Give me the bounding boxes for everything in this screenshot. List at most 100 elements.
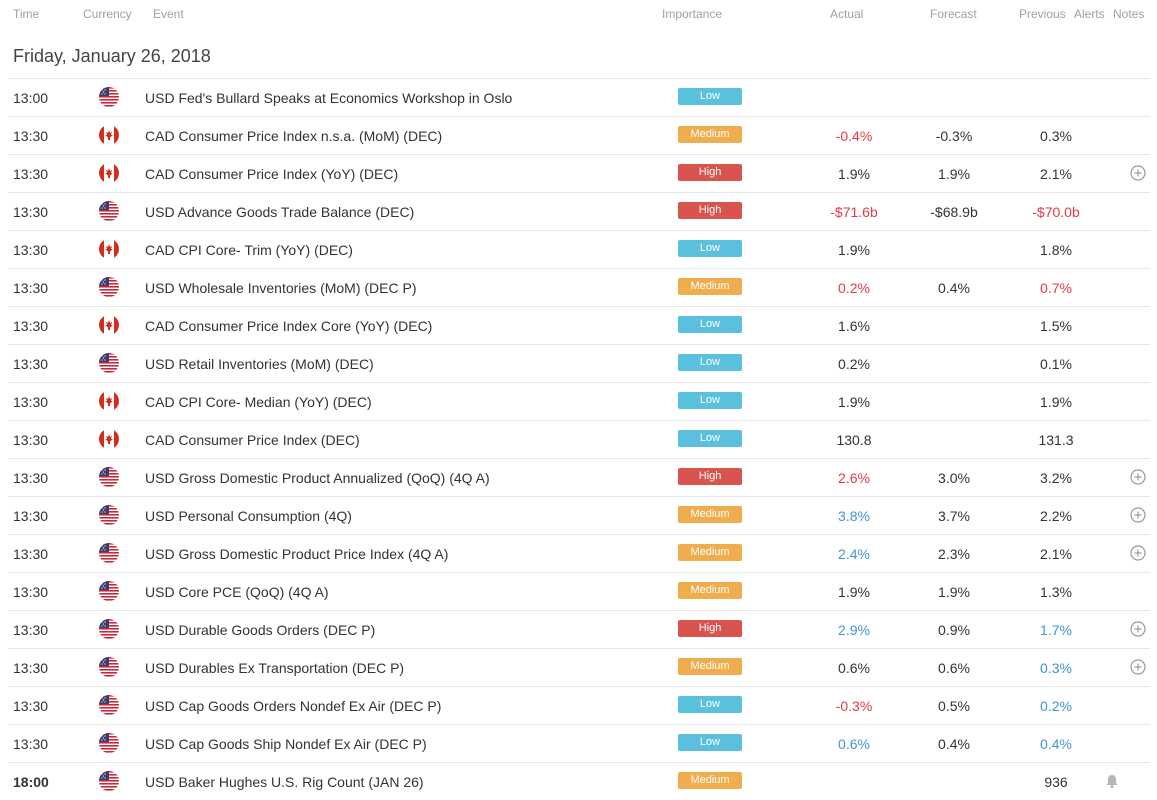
actual-value: 0.6% <box>838 736 870 752</box>
table-row[interactable]: 13:30 CAD Consumer Price Index (YoY) (DEC… <box>8 154 1150 192</box>
table-row[interactable]: 13:30 CAD Consumer Price Index n.s.a. (Mo… <box>8 116 1150 154</box>
table-header: Time Currency Event Importance Actual Fo… <box>0 0 1157 28</box>
header-actual: Actual <box>830 7 864 21</box>
table-row[interactable]: 13:30 USD Durable Goods Orders (DEC P) Hig… <box>8 610 1150 648</box>
us-flag-icon <box>99 581 119 601</box>
previous-value: 3.2% <box>1040 470 1072 486</box>
event-title[interactable]: USD Personal Consumption (4Q) <box>145 508 352 524</box>
add-note-icon[interactable] <box>1130 469 1146 485</box>
previous-value: 1.9% <box>1040 394 1072 410</box>
event-time: 13:30 <box>13 546 49 562</box>
event-time: 13:30 <box>13 736 49 752</box>
event-title[interactable]: USD Core PCE (QoQ) (4Q A) <box>145 584 329 600</box>
event-title[interactable]: CAD CPI Core- Median (YoY) (DEC) <box>145 394 372 410</box>
importance-badge: Medium <box>678 658 742 675</box>
event-time: 13:30 <box>13 242 49 258</box>
ca-flag-icon <box>99 239 119 259</box>
us-flag-icon <box>99 543 119 563</box>
add-note-icon[interactable] <box>1130 621 1146 637</box>
forecast-value: 0.4% <box>938 280 970 296</box>
actual-value: 1.9% <box>838 394 870 410</box>
event-time: 13:30 <box>13 698 49 714</box>
importance-badge: Low <box>678 696 742 713</box>
importance-badge: High <box>678 468 742 485</box>
event-title[interactable]: USD Durable Goods Orders (DEC P) <box>145 622 376 638</box>
table-row[interactable]: 13:30 USD Wholesale Inventories (MoM) (DE… <box>8 268 1150 306</box>
us-flag-icon <box>99 695 119 715</box>
event-title[interactable]: USD Advance Goods Trade Balance (DEC) <box>145 204 415 220</box>
table-row[interactable]: 13:30 CAD CPI Core- Trim (YoY) (DEC) Low 1.… <box>8 230 1150 268</box>
table-row[interactable]: 13:00 USD Fed's Bullard Speaks at Economi… <box>8 78 1150 116</box>
table-row[interactable]: 18:00 USD Baker Hughes U.S. Rig Count (JA… <box>8 762 1150 800</box>
header-time[interactable]: Time <box>13 7 40 21</box>
event-time: 13:30 <box>13 394 49 410</box>
table-row[interactable]: 13:30 USD Durables Ex Transportation (DEC… <box>8 648 1150 686</box>
event-title[interactable]: USD Cap Goods Ship Nondef Ex Air (DEC P) <box>145 736 427 752</box>
us-flag-icon <box>99 467 119 487</box>
event-title[interactable]: CAD Consumer Price Index (YoY) (DEC) <box>145 166 399 182</box>
table-row[interactable]: 13:30 CAD CPI Core- Median (YoY) (DEC) Low… <box>8 382 1150 420</box>
event-title[interactable]: CAD Consumer Price Index n.s.a. (MoM) (D… <box>145 128 443 144</box>
previous-value: 0.3% <box>1040 128 1072 144</box>
importance-badge: Medium <box>678 772 742 789</box>
table-row[interactable]: 13:30 USD Gross Domestic Product Annualiz… <box>8 458 1150 496</box>
actual-value: 1.9% <box>838 584 870 600</box>
event-title[interactable]: USD Durables Ex Transportation (DEC P) <box>145 660 405 676</box>
previous-value: -$70.0b <box>1032 204 1080 220</box>
event-time: 13:30 <box>13 584 49 600</box>
importance-badge: Medium <box>678 506 742 523</box>
table-row[interactable]: 13:30 USD Retail Inventories (MoM) (DEC) L… <box>8 344 1150 382</box>
event-title[interactable]: USD Retail Inventories (MoM) (DEC) <box>145 356 374 372</box>
events-table: 13:00 USD Fed's Bullard Speaks at Economi… <box>0 78 1157 800</box>
header-forecast: Forecast <box>930 7 977 21</box>
event-title[interactable]: USD Baker Hughes U.S. Rig Count (JAN 26) <box>145 774 424 790</box>
add-note-icon[interactable] <box>1130 545 1146 561</box>
importance-badge: Low <box>678 316 742 333</box>
event-title[interactable]: USD Wholesale Inventories (MoM) (DEC P) <box>145 280 417 296</box>
event-title[interactable]: CAD Consumer Price Index (DEC) <box>145 432 360 448</box>
importance-badge: Low <box>678 88 742 105</box>
table-row[interactable]: 13:30 USD Cap Goods Ship Nondef Ex Air (D… <box>8 724 1150 762</box>
header-importance[interactable]: Importance <box>662 7 723 21</box>
event-title[interactable]: CAD Consumer Price Index Core (YoY) (DEC… <box>145 318 433 334</box>
previous-value: 1.7% <box>1040 622 1072 638</box>
importance-badge: High <box>678 164 742 181</box>
importance-badge: Medium <box>678 544 742 561</box>
table-row[interactable]: 13:30 USD Advance Goods Trade Balance (DE… <box>8 192 1150 230</box>
header-previous: Previous <box>1019 7 1066 21</box>
previous-value: 0.1% <box>1040 356 1072 372</box>
table-row[interactable]: 13:30 USD Gross Domestic Product Price In… <box>8 534 1150 572</box>
actual-value: 3.8% <box>838 508 870 524</box>
header-event[interactable]: Event <box>153 7 184 21</box>
header-currency[interactable]: Currency <box>83 7 132 21</box>
table-row[interactable]: 13:30 USD Core PCE (QoQ) (4Q A) Medium 1.9%… <box>8 572 1150 610</box>
event-title[interactable]: USD Cap Goods Orders Nondef Ex Air (DEC … <box>145 698 442 714</box>
table-row[interactable]: 13:30 CAD Consumer Price Index (DEC) Low 13… <box>8 420 1150 458</box>
add-note-icon[interactable] <box>1130 507 1146 523</box>
event-title[interactable]: USD Gross Domestic Product Price Index (… <box>145 546 449 562</box>
forecast-value: 3.0% <box>938 470 970 486</box>
importance-badge: Low <box>678 734 742 751</box>
add-note-icon[interactable] <box>1130 659 1146 675</box>
forecast-value: 0.4% <box>938 736 970 752</box>
table-row[interactable]: 13:30 CAD Consumer Price Index Core (YoY)… <box>8 306 1150 344</box>
event-time: 13:30 <box>13 318 49 334</box>
event-time: 13:30 <box>13 128 49 144</box>
previous-value: 2.1% <box>1040 546 1072 562</box>
table-row[interactable]: 13:30 USD Personal Consumption (4Q) Medium… <box>8 496 1150 534</box>
actual-value: 0.2% <box>838 280 870 296</box>
event-title[interactable]: USD Fed's Bullard Speaks at Economics Wo… <box>145 90 513 106</box>
us-flag-icon <box>99 201 119 221</box>
add-note-icon[interactable] <box>1130 165 1146 181</box>
bell-icon[interactable] <box>1104 773 1120 789</box>
importance-badge: Low <box>678 430 742 447</box>
event-title[interactable]: CAD CPI Core- Trim (YoY) (DEC) <box>145 242 353 258</box>
actual-value: 2.6% <box>838 470 870 486</box>
table-row[interactable]: 13:30 USD Cap Goods Orders Nondef Ex Air … <box>8 686 1150 724</box>
header-alerts: Alerts <box>1074 7 1105 21</box>
forecast-value: 1.9% <box>938 166 970 182</box>
previous-value: 0.2% <box>1040 698 1072 714</box>
event-title[interactable]: USD Gross Domestic Product Annualized (Q… <box>145 470 490 486</box>
actual-value: 0.6% <box>838 660 870 676</box>
event-time: 13:30 <box>13 622 49 638</box>
